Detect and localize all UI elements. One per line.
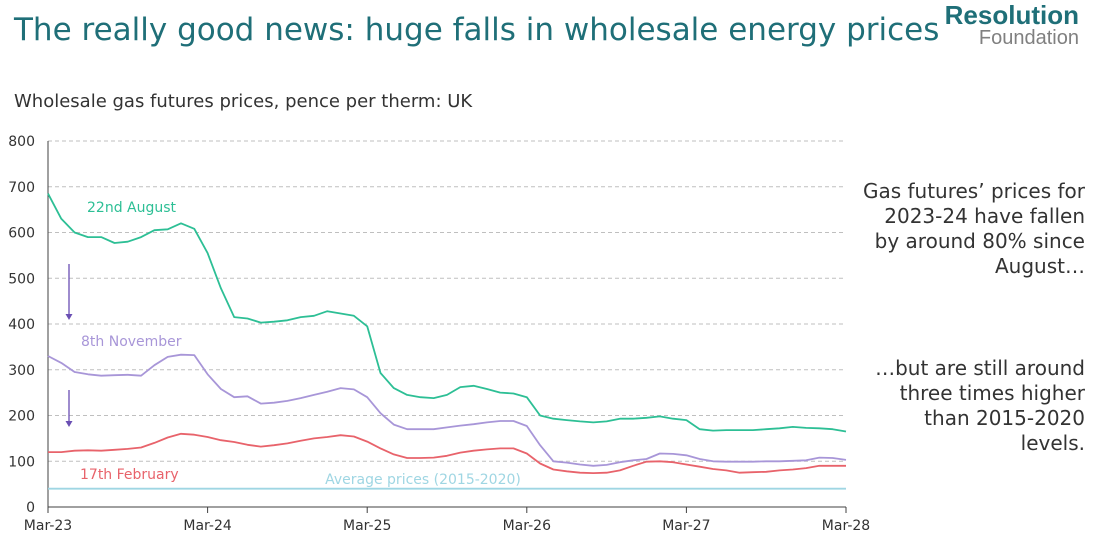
y-axis-tick-labels: 0 100 200 300 400 500 600 700 800 bbox=[8, 134, 35, 516]
gridlines bbox=[47, 140, 846, 508]
y-tick-label: 700 bbox=[8, 180, 35, 196]
label-average-prices: Average prices (2015-2020) bbox=[325, 472, 521, 488]
y-tick-label: 300 bbox=[8, 363, 35, 379]
y-tick-label: 0 bbox=[26, 500, 35, 516]
line-22nd-august bbox=[47, 193, 847, 433]
series-lines bbox=[47, 193, 847, 490]
label-22nd-august: 22nd August bbox=[87, 200, 177, 216]
x-tick-label: Mar-24 bbox=[183, 518, 231, 534]
arrow-head bbox=[65, 314, 73, 320]
resolution-foundation-logo: Resolution Foundation bbox=[945, 2, 1079, 48]
x-tick-label: Mar-25 bbox=[343, 518, 391, 534]
arrow-head bbox=[65, 421, 73, 427]
logo-wordmark-bottom: Foundation bbox=[978, 27, 1079, 49]
page-title: The really good news: huge falls in whol… bbox=[14, 12, 940, 48]
x-tick-label: Mar-28 bbox=[822, 518, 870, 534]
label-8th-november: 8th November bbox=[81, 334, 182, 350]
x-tick-label: Mar-27 bbox=[662, 518, 710, 534]
y-tick-label: 600 bbox=[8, 226, 35, 242]
line-17th-february bbox=[48, 432, 846, 475]
x-tick-label: Mar-23 bbox=[24, 518, 72, 534]
annotation-higher-than-average: …but are still around three times higher… bbox=[875, 356, 1085, 455]
y-tick-label: 400 bbox=[8, 317, 35, 333]
y-tick-label: 800 bbox=[8, 134, 35, 150]
y-tick-label: 500 bbox=[8, 271, 35, 287]
y-tick-label: 200 bbox=[8, 409, 35, 425]
y-tick-label: 100 bbox=[8, 454, 35, 470]
annotation-fall-since-august: Gas futures’ prices for 2023-24 have fal… bbox=[862, 179, 1085, 278]
series-labels: 22nd August 8th November 17th February Aver… bbox=[80, 200, 521, 488]
logo-wordmark-top: Resolution bbox=[944, 0, 1079, 30]
chart-title: Wholesale gas futures prices, pence per … bbox=[14, 91, 473, 112]
label-17th-february: 17th February bbox=[80, 467, 179, 483]
decline-arrows bbox=[65, 264, 73, 427]
x-tick-label: Mar-26 bbox=[503, 518, 551, 534]
line-8th-november bbox=[47, 353, 847, 467]
x-axis-tick-labels: Mar-23 Mar-24 Mar-25 Mar-26 Mar-27 Mar-28 bbox=[24, 507, 870, 534]
